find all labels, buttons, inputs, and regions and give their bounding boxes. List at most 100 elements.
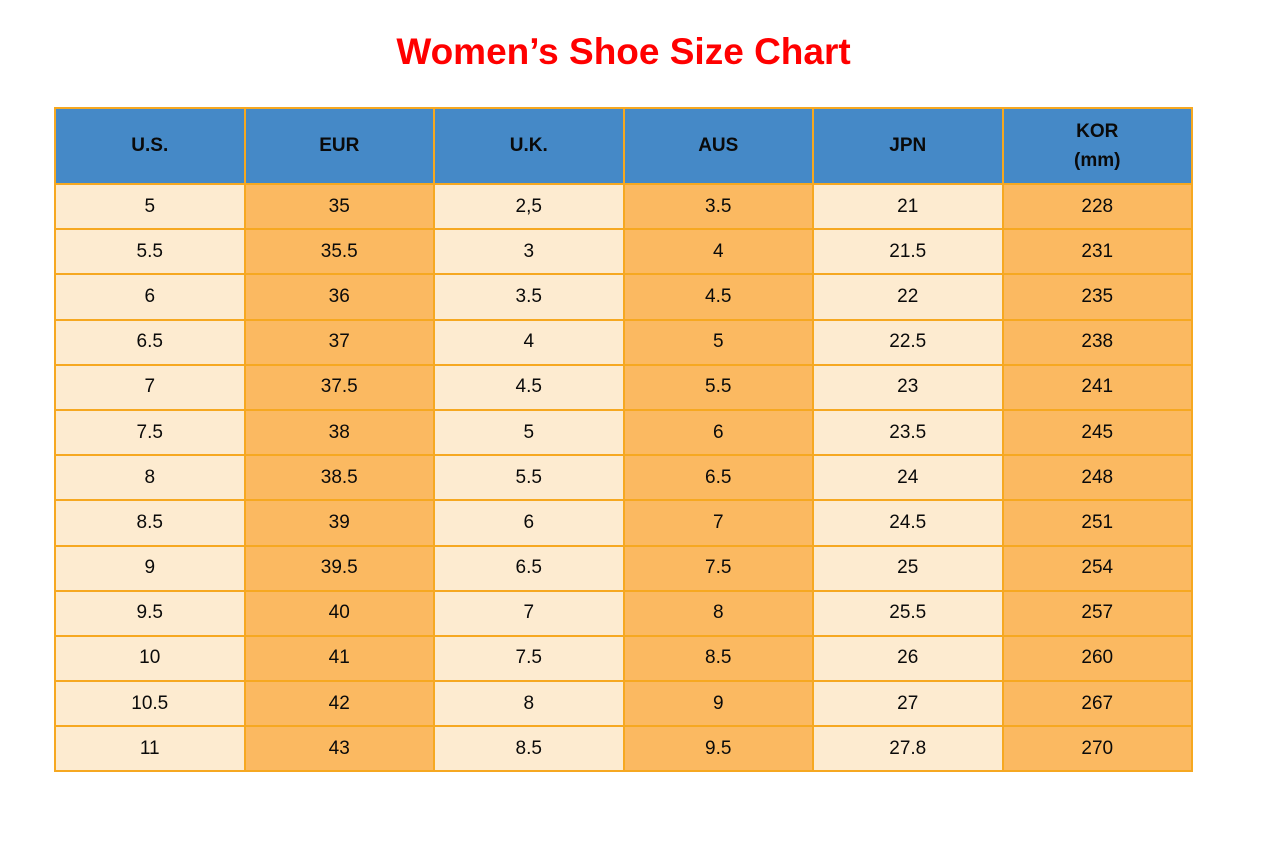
table-cell: 8.5 <box>54 499 246 547</box>
table-cell: 22 <box>812 273 1004 321</box>
table-row: 9.5 40 7 8 25.5 257 <box>54 589 1193 637</box>
table-cell: 4.5 <box>433 363 625 411</box>
table-cell: 8 <box>622 589 814 637</box>
table-cell: 231 <box>1001 228 1193 276</box>
column-header-label: JPN <box>889 135 927 157</box>
table-cell: 10.5 <box>54 680 246 728</box>
table-cell: 9.5 <box>622 725 814 773</box>
table-row: 10.5 42 8 9 27 267 <box>54 680 1193 728</box>
table-cell: 6 <box>622 408 814 457</box>
size-table-head: U.S. EUR U.K. AUS JPN KOR (mm) <box>54 107 1193 185</box>
table-cell: 6.5 <box>622 454 814 502</box>
table-cell: 39 <box>243 499 435 547</box>
table-cell: 22.5 <box>812 318 1004 366</box>
table-row: 6.5 37 4 5 22.5 238 <box>54 318 1193 366</box>
table-cell: 9 <box>54 544 246 592</box>
table-cell: 9.5 <box>54 589 246 637</box>
table-cell: 8.5 <box>433 725 625 773</box>
table-cell: 260 <box>1001 634 1193 683</box>
column-header-kor: KOR (mm) <box>1001 107 1193 185</box>
table-row: 5.5 35.5 3 4 21.5 231 <box>54 228 1193 276</box>
table-cell: 257 <box>1001 589 1193 637</box>
table-cell: 7 <box>433 589 625 637</box>
table-cell: 6.5 <box>54 318 246 366</box>
column-header-sublabel: (mm) <box>1074 150 1121 171</box>
table-cell: 7.5 <box>622 544 814 592</box>
table-row: 8.5 39 6 7 24.5 251 <box>54 499 1193 547</box>
table-cell: 27 <box>812 680 1004 728</box>
table-cell: 39.5 <box>243 544 435 592</box>
table-cell: 27.8 <box>812 725 1004 773</box>
table-row: 8 38.5 5.5 6.5 24 248 <box>54 454 1193 502</box>
table-cell: 5 <box>622 318 814 366</box>
table-cell: 7 <box>622 499 814 547</box>
table-cell: 21.5 <box>812 228 1004 276</box>
table-cell: 5.5 <box>54 228 246 276</box>
table-cell: 9 <box>622 680 814 728</box>
table-cell: 36 <box>243 273 435 321</box>
column-header-eur: EUR <box>243 107 435 185</box>
table-cell: 41 <box>243 634 435 683</box>
table-row: 10 41 7.5 8.5 26 260 <box>54 634 1193 683</box>
table-cell: 8 <box>433 680 625 728</box>
table-cell: 8 <box>54 454 246 502</box>
table-cell: 21 <box>812 182 1004 231</box>
table-row: 5 35 2,5 3.5 21 228 <box>54 182 1193 231</box>
column-header-jpn: JPN <box>812 107 1004 185</box>
table-cell: 3.5 <box>622 182 814 231</box>
table-cell: 23.5 <box>812 408 1004 457</box>
table-cell: 3 <box>433 228 625 276</box>
table-cell: 37.5 <box>243 363 435 411</box>
table-cell: 251 <box>1001 499 1193 547</box>
table-row: 6 36 3.5 4.5 22 235 <box>54 273 1193 321</box>
size-chart-table: U.S. EUR U.K. AUS JPN KOR (mm) 5 35 2,5 3.5 21 228 5… <box>54 107 1193 773</box>
table-cell: 35.5 <box>243 228 435 276</box>
table-cell: 43 <box>243 725 435 773</box>
table-cell: 24 <box>812 454 1004 502</box>
table-cell: 254 <box>1001 544 1193 592</box>
column-header-label: KOR <box>1076 120 1119 142</box>
table-row: 7 37.5 4.5 5.5 23 241 <box>54 363 1193 411</box>
table-row: 11 43 8.5 9.5 27.8 270 <box>54 725 1193 773</box>
column-header-label: U.K. <box>509 135 548 157</box>
column-header-uk: U.K. <box>433 107 625 185</box>
column-header-label: AUS <box>698 135 739 157</box>
page: Women’s Shoe Size Chart U.S. EUR U.K. AUS JP… <box>54 0 1193 841</box>
table-cell: 7 <box>54 363 246 411</box>
table-cell: 6.5 <box>433 544 625 592</box>
table-cell: 6 <box>433 499 625 547</box>
table-cell: 25 <box>812 544 1004 592</box>
table-cell: 228 <box>1001 182 1193 231</box>
table-cell: 5.5 <box>622 363 814 411</box>
table-row: 9 39.5 6.5 7.5 25 254 <box>54 544 1193 592</box>
table-cell: 241 <box>1001 363 1193 411</box>
table-cell: 42 <box>243 680 435 728</box>
table-cell: 4 <box>622 228 814 276</box>
table-cell: 10 <box>54 634 246 683</box>
table-cell: 248 <box>1001 454 1193 502</box>
table-cell: 35 <box>243 182 435 231</box>
table-cell: 238 <box>1001 318 1193 366</box>
table-cell: 37 <box>243 318 435 366</box>
table-cell: 235 <box>1001 273 1193 321</box>
table-cell: 8.5 <box>622 634 814 683</box>
size-table-header-row: U.S. EUR U.K. AUS JPN KOR (mm) <box>54 107 1193 185</box>
column-header-label: EUR <box>319 135 360 157</box>
table-cell: 7.5 <box>433 634 625 683</box>
table-cell: 5.5 <box>433 454 625 502</box>
table-cell: 40 <box>243 589 435 637</box>
table-cell: 38.5 <box>243 454 435 502</box>
table-row: 7.5 38 5 6 23.5 245 <box>54 408 1193 457</box>
page-title: Women’s Shoe Size Chart <box>396 31 851 72</box>
table-cell: 245 <box>1001 408 1193 457</box>
table-cell: 5 <box>433 408 625 457</box>
table-cell: 270 <box>1001 725 1193 773</box>
column-header-us: U.S. <box>54 107 246 185</box>
table-cell: 3.5 <box>433 273 625 321</box>
table-cell: 4 <box>433 318 625 366</box>
table-cell: 23 <box>812 363 1004 411</box>
table-cell: 24.5 <box>812 499 1004 547</box>
column-header-aus: AUS <box>622 107 814 185</box>
table-cell: 26 <box>812 634 1004 683</box>
table-cell: 5 <box>54 182 246 231</box>
